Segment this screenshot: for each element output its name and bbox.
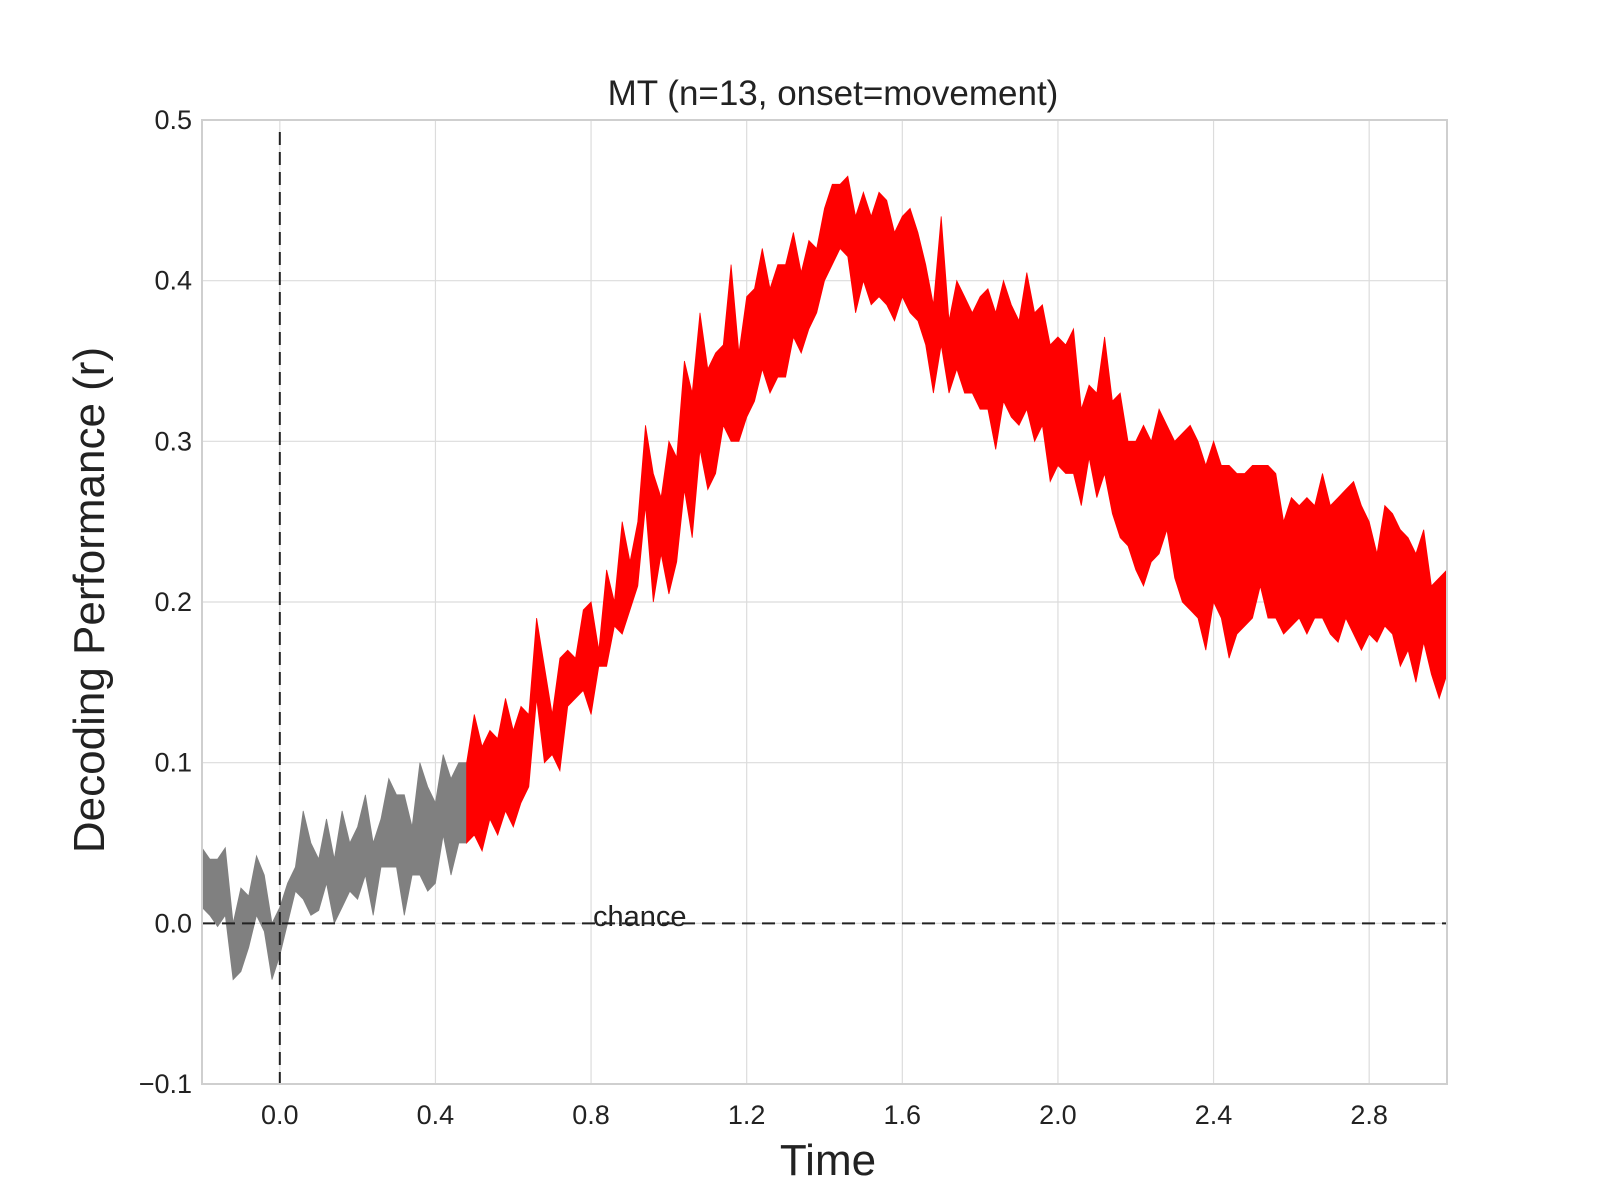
x-tick-label: 1.6 [884, 1100, 922, 1130]
x-tick-label: 2.4 [1195, 1100, 1233, 1130]
x-tick-label: 0.8 [572, 1100, 610, 1130]
y-tick-label: 0.3 [154, 426, 192, 456]
y-tick-label: −0.1 [139, 1069, 192, 1099]
confidence-bands [201, 175, 1448, 981]
x-tick-label: 0.0 [261, 1100, 299, 1130]
non-significant-band [201, 754, 468, 981]
y-tick-labels: −0.1 0.0 0.1 0.2 0.3 0.4 0.5 [139, 105, 192, 1099]
significant-band [466, 175, 1448, 853]
x-tick-label: 2.8 [1350, 1100, 1388, 1130]
y-tick-label: 0.0 [154, 908, 192, 938]
x-axis-label: Time [780, 1136, 876, 1185]
plot-frame [201, 119, 1448, 1085]
y-tick-label: 0.2 [154, 587, 192, 617]
y-axis-label: Decoding Performance (r) [65, 347, 114, 853]
chance-annotation: chance [593, 901, 687, 933]
y-tick-label: 0.5 [154, 105, 192, 135]
reference-lines [202, 132, 1447, 1084]
y-tick-label: 0.1 [154, 748, 192, 778]
y-tick-label: 0.4 [154, 266, 192, 296]
x-tick-label: 2.0 [1039, 1100, 1077, 1130]
chart-title: MT (n=13, onset=movement) [608, 74, 1059, 113]
x-tick-labels: 0.0 0.4 0.8 1.2 1.6 2.0 2.4 2.8 [261, 1100, 1388, 1130]
x-tick-label: 1.2 [728, 1100, 766, 1130]
x-tick-label: 0.4 [417, 1100, 455, 1130]
